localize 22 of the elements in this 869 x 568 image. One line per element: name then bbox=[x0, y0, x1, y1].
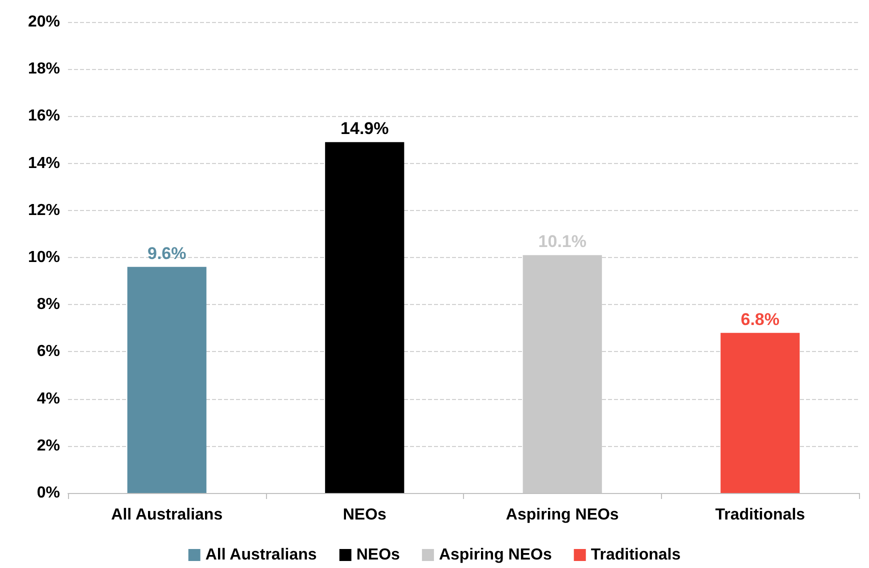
y-tick-label: 4% bbox=[36, 390, 60, 408]
legend-label: All Australians bbox=[205, 546, 317, 564]
y-tick-label: 14% bbox=[28, 154, 60, 172]
y-tick-label: 2% bbox=[36, 437, 60, 454]
y-tick-label: 8% bbox=[36, 296, 60, 314]
legend-label: Traditionals bbox=[590, 546, 681, 564]
y-tick-label: 10% bbox=[28, 249, 60, 266]
x-tick-label: Aspiring NEOs bbox=[506, 506, 619, 524]
x-tick-label: All Australians bbox=[111, 506, 223, 524]
data-label: 14.9% bbox=[340, 119, 389, 138]
y-tick-label: 20% bbox=[28, 14, 60, 30]
y-tick-label: 0% bbox=[36, 484, 60, 502]
y-tick-label: 12% bbox=[28, 202, 60, 219]
y-tick-label: 16% bbox=[28, 108, 60, 125]
data-label: 9.6% bbox=[148, 244, 186, 263]
legend-label: NEOs bbox=[356, 546, 400, 564]
y-tick-label: 18% bbox=[28, 60, 60, 78]
y-tick-label: 6% bbox=[36, 343, 60, 360]
data-label: 6.8% bbox=[740, 310, 780, 329]
x-tick-label: NEOs bbox=[342, 506, 387, 524]
x-tick-label: Traditionals bbox=[715, 506, 806, 524]
legend-label: Aspiring NEOs bbox=[438, 546, 552, 564]
